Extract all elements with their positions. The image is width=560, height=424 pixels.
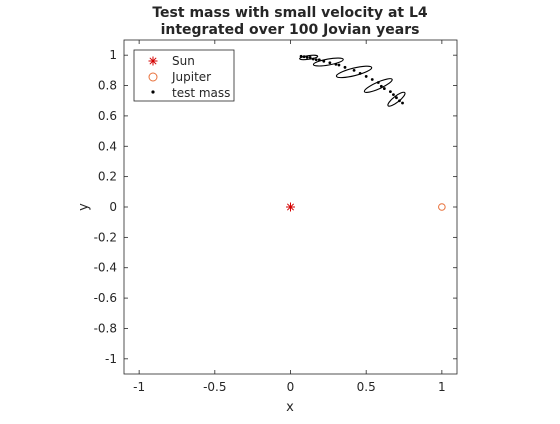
test-mass-point — [311, 57, 315, 61]
y-tick-label: 1 — [109, 48, 117, 62]
legend-sun-asterisk — [148, 56, 158, 66]
x-axis-ticks: -1 -0.5 0 0.5 1 — [133, 40, 446, 394]
legend-marker-jupiter — [148, 72, 158, 82]
trajectory-loop — [363, 78, 393, 93]
test-mass-point — [352, 68, 356, 72]
test-mass-point — [382, 87, 386, 90]
y-tick-label: -0.8 — [94, 321, 117, 335]
trajectory-loop — [299, 54, 319, 61]
legend-label-test-mass: test mass — [172, 86, 230, 100]
jupiter-marker — [438, 203, 446, 211]
test-mass-point — [343, 65, 347, 69]
test-mass-point — [376, 81, 380, 84]
y-tick-label: 0 — [109, 200, 117, 214]
y-tick-label: 0.4 — [98, 139, 117, 153]
test-mass-point — [314, 58, 318, 62]
test-mass-trajectory — [299, 54, 406, 107]
test-mass-point — [392, 93, 395, 97]
x-tick-label: -1 — [133, 380, 145, 394]
test-mass-point — [398, 99, 401, 103]
legend: Sun Jupiter test mass — [133, 49, 235, 102]
y-axis-label: y — [77, 203, 92, 211]
x-tick-label: 0.5 — [357, 380, 376, 394]
x-axis-label: x — [286, 400, 294, 415]
chart-title-line-1: Test mass with small velocity at L4 — [152, 5, 428, 21]
chart-title-line-2: integrated over 100 Jovian years — [161, 22, 420, 38]
test-mass-point — [308, 56, 312, 59]
y-tick-label: -1 — [105, 352, 117, 366]
x-tick-label: 0 — [287, 380, 295, 394]
test-mass-point — [334, 62, 338, 66]
test-mass-point — [299, 54, 303, 58]
trajectory-loop — [312, 57, 344, 67]
y-tick-label: -0.4 — [94, 261, 117, 275]
test-mass-point — [305, 56, 309, 59]
test-mass-point — [370, 78, 374, 81]
test-mass-point — [364, 75, 368, 78]
sun-marker — [286, 202, 295, 212]
x-tick-label: 1 — [438, 380, 446, 394]
test-mass-point — [322, 59, 326, 63]
test-mass-point — [395, 96, 398, 100]
legend-sun-asterisk-stroke — [149, 57, 157, 65]
trajectory-loop — [387, 91, 406, 107]
y-tick-label: 0.8 — [98, 79, 117, 93]
legend-marker-test-mass — [151, 90, 155, 94]
y-axis-ticks: -1 -0.8 -0.6 -0.4 -0.2 0 0.2 0.4 0.6 0.8 1 — [94, 48, 457, 366]
test-mass-point — [401, 101, 404, 105]
test-mass-point — [317, 58, 321, 62]
test-mass-point — [302, 55, 306, 59]
test-mass-point — [358, 72, 362, 75]
legend-label-sun: Sun — [172, 54, 195, 68]
test-mass-point — [379, 84, 383, 88]
legend-label-jupiter: Jupiter — [171, 70, 211, 84]
test-mass-point — [389, 90, 392, 94]
x-tick-label: -0.5 — [203, 380, 226, 394]
y-tick-label: 0.6 — [98, 109, 117, 123]
test-mass-point — [328, 61, 332, 65]
y-tick-label: -0.6 — [94, 291, 117, 305]
legend-marker-sun — [148, 56, 158, 66]
trajectory-loop — [335, 65, 373, 79]
sun-marker-stroke — [286, 203, 295, 211]
y-tick-label: -0.2 — [94, 230, 117, 244]
y-tick-label: 0.2 — [98, 170, 117, 184]
test-mass-point — [337, 63, 341, 67]
data-points — [286, 54, 446, 212]
